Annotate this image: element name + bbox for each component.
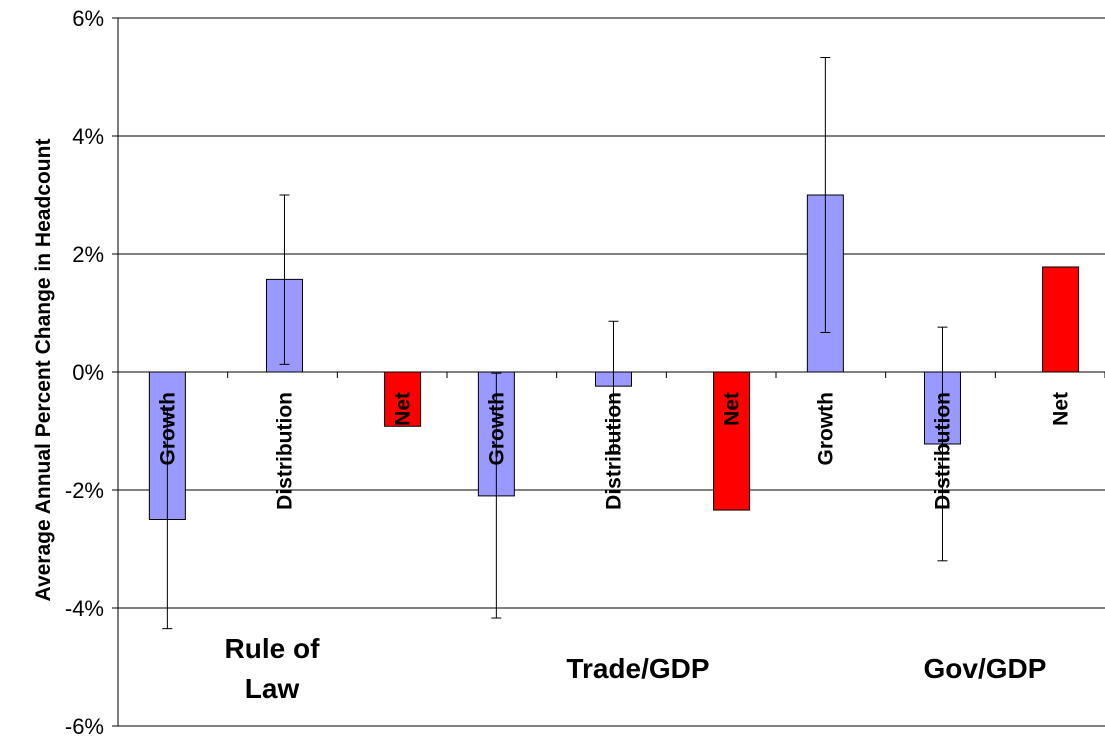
bar-label-distribution: Distribution: [602, 392, 625, 510]
y-tick-label: -4%: [65, 596, 104, 621]
y-tick-label: 0%: [72, 360, 104, 385]
group-label: Gov/GDP: [924, 653, 1047, 684]
y-tick-label: -6%: [65, 714, 104, 739]
bar-net: [384, 371, 422, 427]
bar-label-growth: Growth: [814, 392, 837, 466]
bar-labels: Growth Distribution Net Growth Distribution N…: [156, 392, 1072, 510]
y-tick-label: 6%: [72, 6, 104, 31]
y-tick-label: 4%: [72, 124, 104, 149]
group-labels: Rule of Law Trade/GDP Gov/GDP: [225, 633, 1047, 704]
y-axis-label: Average Annual Percent Change in Headcou…: [32, 139, 55, 602]
group-label: Rule of: [225, 633, 321, 664]
bar-label-distribution: Distribution: [273, 392, 296, 510]
bar-label-growth: Growth: [485, 392, 508, 466]
group-label: Law: [245, 673, 300, 704]
group-label: Trade/GDP: [566, 653, 709, 684]
error-bars: [162, 57, 948, 630]
axes: [117, 18, 1105, 726]
grid-lines: [118, 17, 1105, 727]
bar-label-net: Net: [721, 392, 744, 426]
bar-label-net: Net: [1050, 392, 1073, 426]
bar-label-net: Net: [392, 392, 415, 426]
bar-net: [1042, 266, 1080, 373]
bar-net: [713, 371, 751, 511]
bar-label-distribution: Distribution: [931, 392, 954, 510]
y-tick-label: -2%: [65, 478, 104, 503]
y-axis-ticks: 6% 4% 2% 0% -2% -4% -6%: [65, 6, 118, 739]
bar-label-growth: Growth: [156, 392, 179, 466]
y-tick-label: 2%: [72, 242, 104, 267]
